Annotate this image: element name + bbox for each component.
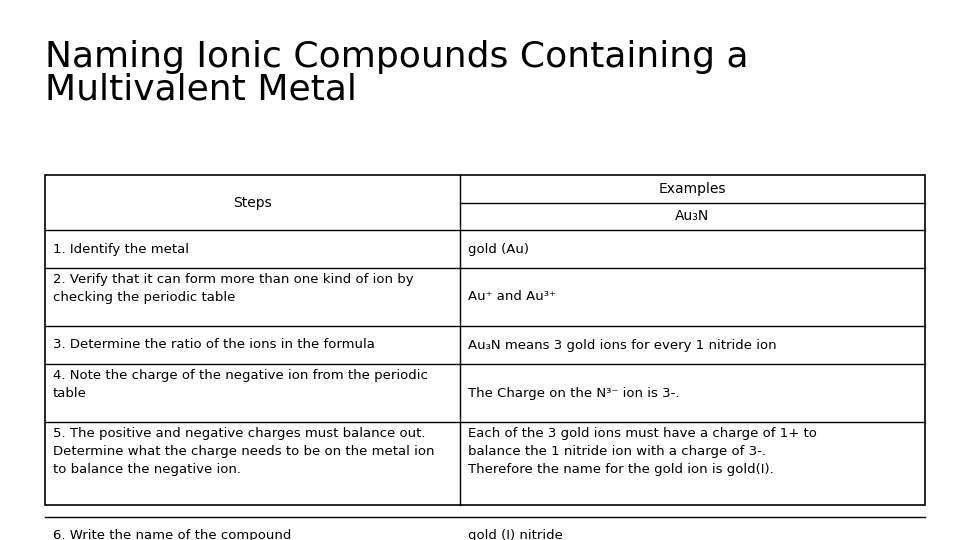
- Text: The Charge on the N³⁻ ion is 3-.: The Charge on the N³⁻ ion is 3-.: [468, 387, 680, 400]
- Text: Steps: Steps: [233, 195, 272, 210]
- Text: 2. Verify that it can form more than one kind of ion by
checking the periodic ta: 2. Verify that it can form more than one…: [53, 273, 414, 304]
- Text: Au⁺ and Au³⁺: Au⁺ and Au³⁺: [468, 291, 556, 303]
- Text: Each of the 3 gold ions must have a charge of 1+ to
balance the 1 nitride ion wi: Each of the 3 gold ions must have a char…: [468, 427, 817, 476]
- Text: 3. Determine the ratio of the ions in the formula: 3. Determine the ratio of the ions in th…: [53, 339, 374, 352]
- Text: Au₃N: Au₃N: [676, 209, 709, 223]
- Text: Examples: Examples: [659, 182, 727, 195]
- Text: gold (I) nitride: gold (I) nitride: [468, 530, 563, 540]
- Text: Multivalent Metal: Multivalent Metal: [45, 72, 357, 106]
- Text: Naming Ionic Compounds Containing a: Naming Ionic Compounds Containing a: [45, 40, 749, 74]
- Text: 5. The positive and negative charges must balance out.
Determine what the charge: 5. The positive and negative charges mus…: [53, 427, 435, 476]
- Bar: [45, 175, 925, 505]
- Text: 6. Write the name of the compound: 6. Write the name of the compound: [53, 530, 292, 540]
- Text: 1. Identify the metal: 1. Identify the metal: [53, 242, 189, 255]
- Text: gold (Au): gold (Au): [468, 242, 529, 255]
- Text: Au₃N means 3 gold ions for every 1 nitride ion: Au₃N means 3 gold ions for every 1 nitri…: [468, 339, 777, 352]
- Text: 4. Note the charge of the negative ion from the periodic
table: 4. Note the charge of the negative ion f…: [53, 369, 428, 400]
